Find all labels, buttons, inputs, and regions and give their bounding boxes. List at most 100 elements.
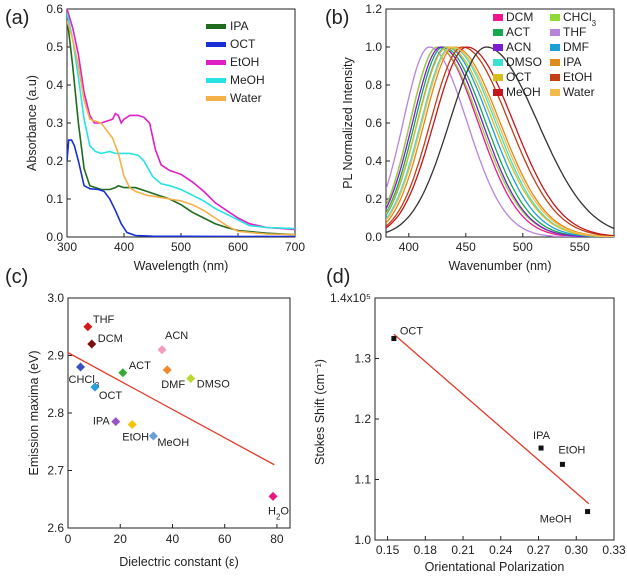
legend-swatch — [493, 74, 503, 81]
data-point-thf — [83, 322, 93, 332]
legend-label: DMSO — [506, 55, 542, 69]
x-axis-label: Orientational Polarization — [425, 560, 565, 574]
y-tick-label: 1.2 — [365, 2, 382, 16]
series-line-water — [67, 20, 295, 236]
legend-swatch — [493, 59, 503, 66]
data-point-dcm — [87, 339, 97, 349]
legend-swatch — [493, 29, 503, 36]
y-tick-label: 2.7 — [47, 464, 64, 478]
data-point-dmso — [186, 374, 196, 383]
panel-label: (b) — [325, 7, 349, 29]
data-point-chcl3 — [76, 362, 86, 372]
legend-label: OCT — [230, 37, 256, 51]
x-tick-label: 0.18 — [414, 543, 438, 557]
y-tick-label: 2.8 — [47, 406, 64, 420]
x-tick-label: 0.27 — [527, 543, 551, 557]
y-tick-label: 0.5 — [46, 40, 63, 54]
x-tick-label: 300 — [57, 240, 77, 254]
legend-label: DMF — [563, 40, 589, 54]
y-tick-label: 0.0 — [365, 230, 382, 244]
data-point-h2o — [268, 491, 278, 501]
series-line-etoh — [67, 9, 295, 231]
point-label: DMF — [161, 379, 185, 391]
legend-label: CHCl3 — [563, 10, 597, 28]
x-tick-label: 450 — [456, 240, 476, 254]
series-line-ipa — [67, 16, 295, 236]
y-axis-label: PL Normalized Intensity — [341, 56, 355, 188]
x-tick-label: 40 — [166, 532, 180, 546]
legend-label: OCT — [506, 70, 532, 84]
legend-swatch — [550, 89, 560, 96]
legend-swatch — [550, 74, 560, 81]
y-tick-label: 0.6 — [46, 2, 63, 16]
point-label: OCT — [400, 326, 424, 338]
legend-label: ACN — [506, 40, 531, 54]
legend-label: THF — [563, 25, 586, 39]
series-line-etoh — [386, 46, 614, 237]
y-tick-label: 1.0 — [354, 533, 371, 547]
panel-a: 300 400 500 600 700 0.0 0.1 0.2 0.3 0.4 0.5 0.6 Wave… — [5, 2, 305, 273]
legend-swatch — [493, 44, 503, 51]
point-label: IPA — [93, 416, 111, 428]
y-tick-label: 3.0 — [47, 291, 64, 305]
y-tick-label: 0.4 — [365, 154, 382, 168]
y-axis-label: Absorbance (a.u) — [25, 75, 39, 171]
legend-label: IPA — [563, 55, 581, 69]
panel-d: 0.15 0.18 0.21 0.24 0.27 0.30 0.33 1.0 1.1 1.2 1.3… — [313, 266, 626, 574]
y-tick-label: 1.3 — [354, 352, 371, 366]
legend-swatch — [550, 44, 560, 51]
legend-swatch — [550, 29, 560, 36]
data-point-ipa — [111, 417, 121, 427]
series-group — [67, 9, 295, 237]
data-point-oct — [391, 336, 397, 342]
y-tick-label: 0.8 — [365, 78, 382, 92]
series-line-meoh — [67, 12, 295, 230]
series-line-oct — [386, 46, 614, 237]
panel-label: (d) — [326, 266, 350, 288]
legend-label: Water — [563, 85, 595, 99]
legend-label: ACT — [506, 25, 531, 39]
legend-label: MeOH — [506, 85, 541, 99]
series-line-unlabeled — [386, 46, 614, 234]
data-point-meoh — [148, 431, 158, 441]
y-tick-label: 1.4x10⁵ — [330, 291, 371, 305]
y-axis-label: Stokes Shift (cm⁻¹) — [313, 359, 327, 465]
panel-label: (a) — [5, 7, 29, 29]
x-tick-label: 80 — [270, 532, 284, 546]
x-tick-label: 500 — [171, 240, 191, 254]
point-label: EtOH — [122, 432, 149, 444]
y-tick-label: 1.1 — [354, 473, 371, 487]
point-label: ACT — [129, 360, 151, 372]
data-point-act — [118, 368, 128, 378]
y-axis-label: Emission maxima (eV) — [27, 350, 41, 475]
data-point-etoh — [559, 461, 565, 467]
x-tick-label: 400 — [114, 240, 134, 254]
series-line-acn — [386, 46, 614, 237]
x-tick-label: 0.33 — [602, 543, 626, 557]
fit-line — [67, 352, 275, 466]
point-label: DMSO — [197, 379, 230, 391]
panel-c: 0 20 40 60 80 2.6 2.7 2.8 2.9 3.0 Dielectric const… — [5, 266, 291, 569]
series-line-oct — [67, 139, 295, 237]
data-point-dmf — [162, 365, 172, 375]
point-label: OCT — [99, 390, 123, 402]
point-label: THF — [93, 314, 115, 326]
y-tick-label: 0.2 — [365, 192, 382, 206]
x-axis-label: Wavelength (nm) — [134, 259, 229, 273]
panel-label: (c) — [5, 266, 28, 288]
legend-swatch — [493, 14, 503, 21]
series-line-water — [386, 46, 614, 237]
data-point-oct — [90, 382, 100, 392]
y-tick-label: 0.0 — [46, 230, 63, 244]
legend-swatch — [493, 89, 503, 96]
x-tick-label: 0.15 — [376, 543, 400, 557]
x-axis-label: Wavenumber (nm) — [448, 259, 551, 273]
legend-label: EtOH — [230, 55, 259, 69]
legend-label: Water — [230, 91, 262, 105]
x-tick-label: 0 — [65, 532, 72, 546]
y-tick-label: 0.1 — [46, 192, 63, 206]
legend-label: DCM — [506, 10, 533, 24]
x-tick-label: 0.30 — [565, 543, 589, 557]
point-label: DCM — [98, 333, 123, 345]
